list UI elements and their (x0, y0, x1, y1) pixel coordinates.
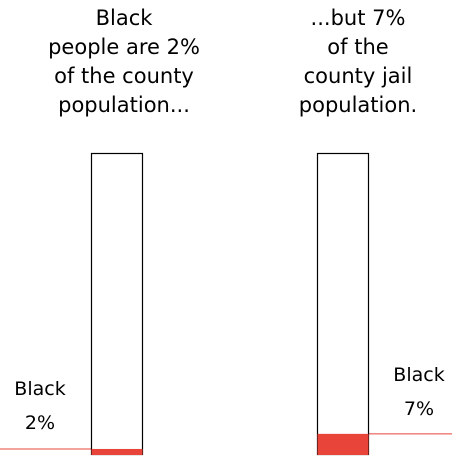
callout-label: Black (14, 378, 66, 400)
bar-outline-county-population (90, 152, 144, 456)
bar-fill-county-jail-population (317, 433, 369, 455)
callout-value: 2% (24, 412, 56, 434)
heading-line: people are 2% (48, 35, 200, 59)
heading-line: ...but 7% (310, 6, 406, 30)
heading-line: population... (58, 93, 190, 117)
heading-line: population. (298, 93, 418, 117)
heading-jail-population: ...but 7% of the county jail population. (258, 4, 458, 120)
heading-county-population: Black people are 2% of the county popula… (20, 4, 228, 120)
heading-line: of the (327, 35, 389, 59)
callout-black-7pct: Black 7% (380, 358, 458, 426)
callout-label: Black (393, 364, 445, 386)
heading-line: Black (95, 6, 153, 30)
heading-line: county jail (303, 64, 413, 88)
callout-black-2pct: Black 2% (4, 372, 76, 440)
callout-value: 7% (403, 398, 435, 420)
bar-fill-county-population (91, 448, 143, 455)
bar-outline-county-jail-population (316, 152, 370, 456)
heading-line: of the county (54, 64, 194, 88)
